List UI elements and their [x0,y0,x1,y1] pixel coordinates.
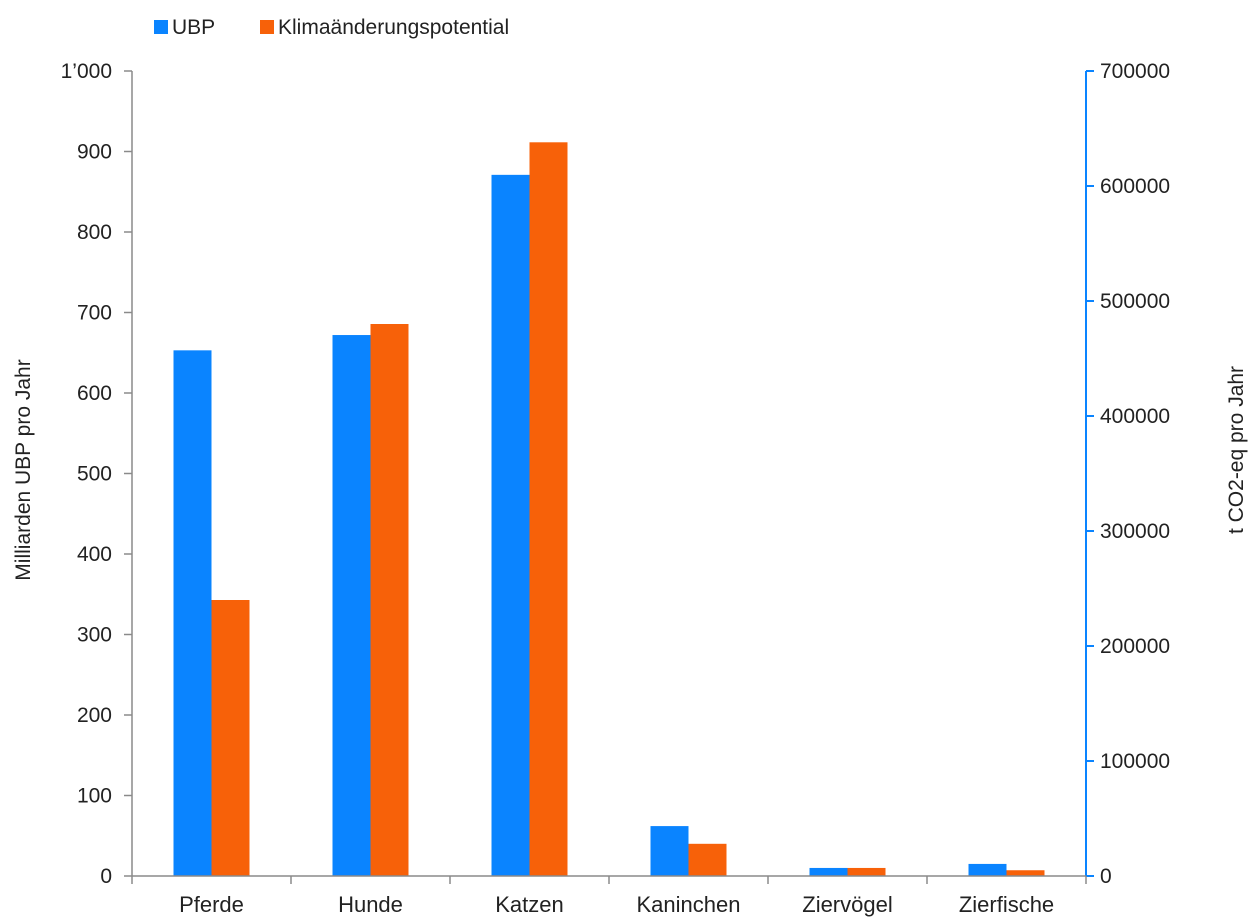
right-tick-label: 400000 [1100,405,1170,428]
left-tick-label: 500 [77,463,112,486]
x-axis: Pferde Hunde Katzen Kaninchen Ziervögel Zierf… [131,875,1087,917]
bar-klimaaenderungspotential-kaninchen [688,843,727,876]
x-category-label: Ziervögel [802,892,892,917]
legend-swatch-ubp [154,20,168,34]
right-tick-label: 100000 [1100,750,1170,773]
bar-ubp-ziervoegel [809,867,848,876]
legend-label-klimaaenderungspotential: Klimaänderungspotential [278,16,509,39]
bar-klimaaenderungspotential-katzen [529,142,568,877]
left-tick-label: 100 [77,785,112,808]
right-tick-label: 600000 [1100,175,1170,198]
bar-ubp-pferde [173,350,212,877]
left-axis-title: Milliarden UBP pro Jahr [12,359,35,580]
legend-label-ubp: UBP [172,16,215,39]
bar-ubp-hunde [332,335,371,876]
left-axis: 0 100 200 300 400 500 600 700 800 900 1’000 [61,60,133,888]
left-tick-label: 800 [77,221,112,244]
right-axis-title: t CO2-eq pro Jahr [1225,366,1248,534]
bar-klimaaenderungspotential-zierfische [1006,870,1045,876]
right-tick-label: 500000 [1100,290,1170,313]
legend-swatch-klimaaenderungspotential [260,20,274,34]
left-tick-label: 900 [77,141,112,164]
x-category-label: Zierfische [959,892,1054,917]
right-tick-label: 200000 [1100,635,1170,658]
bar-ubp-katzen [491,174,530,877]
x-category-label: Kaninchen [637,892,741,917]
x-category-label: Pferde [179,892,244,917]
right-axis: 0 100000 200000 300000 400000 500000 600000 700… [1085,60,1170,888]
bar-ubp-kaninchen [650,826,689,876]
left-tick-label: 1’000 [61,60,112,83]
bar-ubp-zierfische [968,863,1007,876]
bar-klimaaenderungspotential-hunde [370,324,409,876]
x-category-label: Hunde [338,892,403,917]
left-tick-label: 700 [77,302,112,325]
legend: UBP Klimaänderungspotential [154,16,509,39]
left-tick-label: 300 [77,624,112,647]
right-tick-label: 300000 [1100,520,1170,543]
bar-klimaaenderungspotential-pferde [211,600,250,876]
bar-klimaaenderungspotential-ziervoegel [847,867,886,876]
x-category-label: Katzen [495,892,564,917]
left-tick-label: 200 [77,704,112,727]
left-tick-label: 600 [77,382,112,405]
left-tick-label: 0 [100,865,112,888]
right-tick-label: 700000 [1100,60,1170,83]
right-tick-label: 0 [1100,865,1112,888]
bars [173,142,1045,877]
left-tick-label: 400 [77,543,112,566]
